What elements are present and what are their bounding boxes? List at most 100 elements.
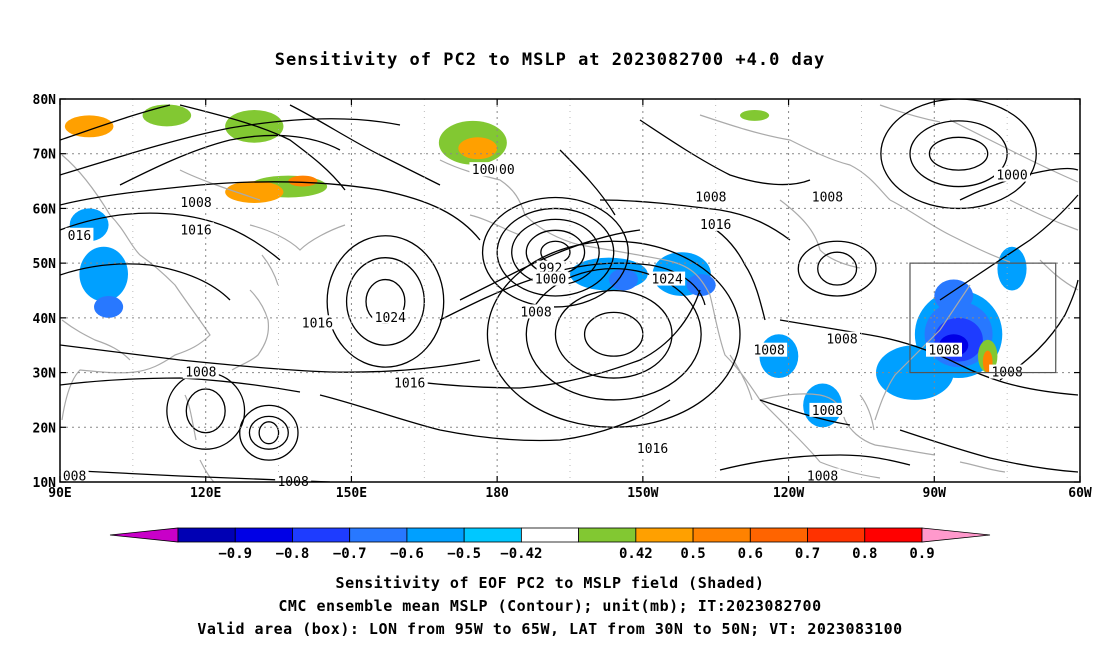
isobar-ring xyxy=(258,421,280,445)
contour-label: 016 xyxy=(68,229,91,244)
contour-label-bg xyxy=(275,474,312,488)
colorbar-swatch xyxy=(864,527,923,543)
colorbar-swatch xyxy=(292,527,351,543)
lat-tick-label: 10N xyxy=(33,476,57,491)
lon-tick-label: 120E xyxy=(190,486,221,501)
shade-patch xyxy=(934,279,974,313)
colorbar-swatch xyxy=(635,527,694,543)
lon-tick-label: 150E xyxy=(336,486,367,501)
isobar-ring xyxy=(481,196,629,308)
lon-tick-label: 180 xyxy=(485,486,509,501)
colorbar-label: −0.9 xyxy=(218,546,252,562)
isobar-ring xyxy=(797,240,877,297)
contour-label-bg xyxy=(536,260,565,275)
lat-tick-label: 70N xyxy=(33,148,57,163)
contour-label-bg xyxy=(178,222,214,237)
contour-label: 1008 xyxy=(180,196,211,211)
contour-label-bg xyxy=(532,271,569,286)
colorbar-swatch xyxy=(177,527,236,543)
isobar-ring xyxy=(525,267,702,401)
contour-label: 1024 xyxy=(651,273,682,288)
colorbar-label: −0.42 xyxy=(500,546,542,562)
colorbar-swatch xyxy=(234,527,293,543)
isobar-ring xyxy=(345,257,425,346)
contour-label: 1008 xyxy=(812,190,843,205)
colorbar-label: 0.42 xyxy=(619,546,653,562)
contour-label-bg xyxy=(182,364,219,379)
colorbar-label: −0.5 xyxy=(447,546,481,562)
contour-label: 1024 xyxy=(375,311,406,326)
contour-label-bg xyxy=(518,304,554,319)
shade-patch xyxy=(740,109,770,121)
contour-label-bg xyxy=(496,162,517,177)
isobar-ring xyxy=(248,415,289,450)
isobar-ring xyxy=(928,136,989,171)
shade-patch xyxy=(64,115,114,138)
contour-label: 00 xyxy=(499,163,515,178)
isobar-ring xyxy=(817,251,858,286)
colorbar-swatch xyxy=(692,527,751,543)
lat-lon-grid xyxy=(60,99,1080,482)
contour-label-bg xyxy=(804,468,841,483)
colorbar-high-triangle xyxy=(921,527,991,543)
contour-label-bg xyxy=(697,216,734,231)
contour-label: 1016 xyxy=(394,377,425,392)
lon-tick-label: 90E xyxy=(48,486,71,501)
shade-patch xyxy=(79,246,128,302)
colorbar: −0.9 −0.8 −0.7 −0.6 −0.5 −0.42 0.42 0.5 0.6 0.7 0.… xyxy=(109,527,991,562)
colorbar-swatch xyxy=(406,527,465,543)
shade-patch xyxy=(142,104,192,127)
contour-label: 1016 xyxy=(302,316,333,331)
isobar-ring xyxy=(326,235,445,368)
isobar-ring xyxy=(496,207,615,297)
map-frame xyxy=(59,98,1081,483)
contour-label: 1008 xyxy=(185,366,216,381)
colorbar-swatch xyxy=(463,527,522,543)
contour-label-bg xyxy=(692,189,729,204)
contour-label: 008 xyxy=(63,470,86,485)
contour-label: 1008 xyxy=(812,404,843,419)
lon-tick-label: 60W xyxy=(1068,486,1092,501)
shade-patch xyxy=(997,246,1027,291)
contour-label-bg xyxy=(649,271,686,286)
coastlines xyxy=(61,104,1079,482)
isobar-ring xyxy=(880,99,1037,210)
contour-label: 1016 xyxy=(180,223,211,238)
contour-label: 1008 xyxy=(753,344,784,359)
lon-tick-label: 120W xyxy=(773,486,804,501)
contour-label-bg xyxy=(809,189,846,204)
contour-label-bg xyxy=(824,331,860,346)
colorbar-swatch xyxy=(749,527,808,543)
colorbar-low-triangle xyxy=(109,527,179,543)
contour-label-bg xyxy=(809,402,846,417)
colorbar-swatch xyxy=(349,527,408,543)
valid-area-box xyxy=(909,262,1057,374)
colorbar-label: −0.6 xyxy=(390,546,424,562)
contour-label-bg xyxy=(372,309,409,324)
caption-line-3: Valid area (box): LON from 95W to 65W, L… xyxy=(197,620,903,638)
lon-tick-label: 90W xyxy=(923,486,947,501)
isobar-ring xyxy=(554,289,673,379)
lon-tick-label: 150W xyxy=(627,486,658,501)
lat-tick-label: 60N xyxy=(33,202,57,217)
colorbar-label: −0.7 xyxy=(333,546,367,562)
contour-label-bg xyxy=(65,227,94,242)
contour-label-bg xyxy=(391,375,428,390)
contour-label-bg xyxy=(178,194,214,209)
map-background xyxy=(60,99,1080,482)
shade-patch xyxy=(608,268,639,291)
caption-line-1: Sensitivity of EOF PC2 to MSLP field (Sh… xyxy=(335,574,765,592)
caption-line-2: CMC ensemble mean MSLP (Contour); unit(m… xyxy=(278,597,822,615)
shade-patch xyxy=(225,181,284,203)
colorbar-label: 0.8 xyxy=(852,546,877,562)
shade-patch xyxy=(94,295,124,318)
colorbar-label: 0.7 xyxy=(795,546,820,562)
contour-label: 1008 xyxy=(695,190,726,205)
contour-label-bg xyxy=(989,364,1026,379)
contour-label: 1016 xyxy=(700,218,731,233)
contour-label-bg xyxy=(994,167,1030,182)
colorbar-label: −0.8 xyxy=(276,546,310,562)
contour-label: 1008 xyxy=(520,305,551,320)
